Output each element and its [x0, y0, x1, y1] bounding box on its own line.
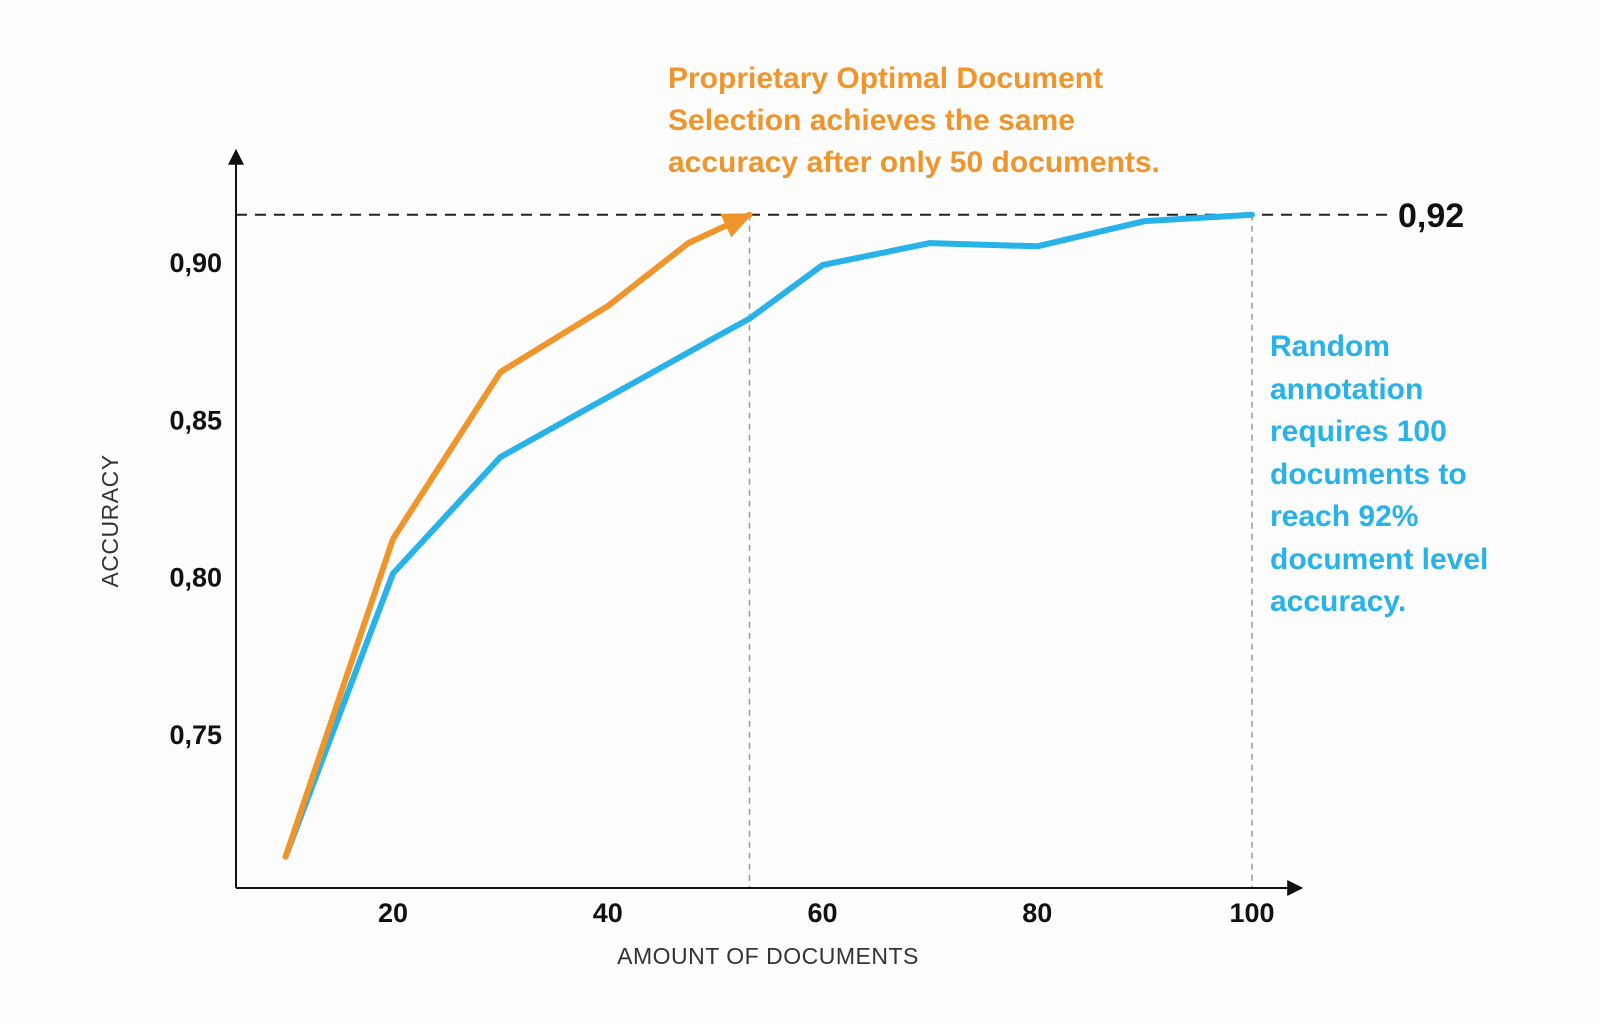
optimal-selection-point	[685, 240, 691, 246]
axes-layer	[228, 148, 1304, 896]
optimal-selection-point	[497, 369, 503, 375]
random-annotation-point	[1142, 218, 1148, 224]
random-annotation-note: Random annotation requires 100 documents…	[1270, 330, 1489, 618]
optimal-selection-annotation: Proprietary Optimal Document Selection a…	[668, 62, 1160, 179]
optimal-selection-point	[605, 303, 611, 309]
guide-layer	[236, 213, 1390, 888]
random-annotation-point	[1249, 212, 1255, 218]
random-annotation-point	[605, 394, 611, 400]
x-axis-title: AMOUNT OF DOCUMENTS	[617, 943, 919, 969]
x-tick-label-80: 80	[1022, 898, 1052, 928]
y-tick-label-0-80: 0,80	[169, 563, 222, 593]
random-annotation-series-line	[282, 211, 1255, 860]
optimal-selection-point	[390, 536, 396, 542]
x-tick-label-20: 20	[378, 898, 408, 928]
random-annotation-point	[1034, 243, 1040, 249]
random-annotation-point	[390, 571, 396, 577]
labels-layer: 0,92 20 40 60 80 100 0,75 0,80 0,85 0,90 AMOUNT OF…	[97, 197, 1464, 969]
reference-value-label: 0,92	[1398, 197, 1464, 235]
x-tick-label-100: 100	[1229, 898, 1274, 928]
y-tick-label-0-90: 0,90	[169, 248, 222, 278]
optimal-selection-arrowhead	[720, 213, 754, 238]
random-annotation-point	[820, 262, 825, 268]
optimal-selection-series-line	[282, 211, 753, 860]
series-layer	[282, 211, 1255, 860]
y-axis-title: ACCURACY	[97, 454, 123, 587]
x-tick-label-60: 60	[807, 898, 837, 928]
random-annotation-point	[746, 316, 752, 322]
y-tick-label-0-75: 0,75	[169, 720, 222, 750]
y-tick-label-0-85: 0,85	[169, 405, 222, 435]
random-annotation-point	[927, 240, 933, 246]
random-annotation-point	[712, 335, 718, 341]
random-annotation-point	[497, 454, 503, 460]
optimal-selection-point	[283, 854, 289, 860]
x-tick-label-40: 40	[593, 898, 623, 928]
